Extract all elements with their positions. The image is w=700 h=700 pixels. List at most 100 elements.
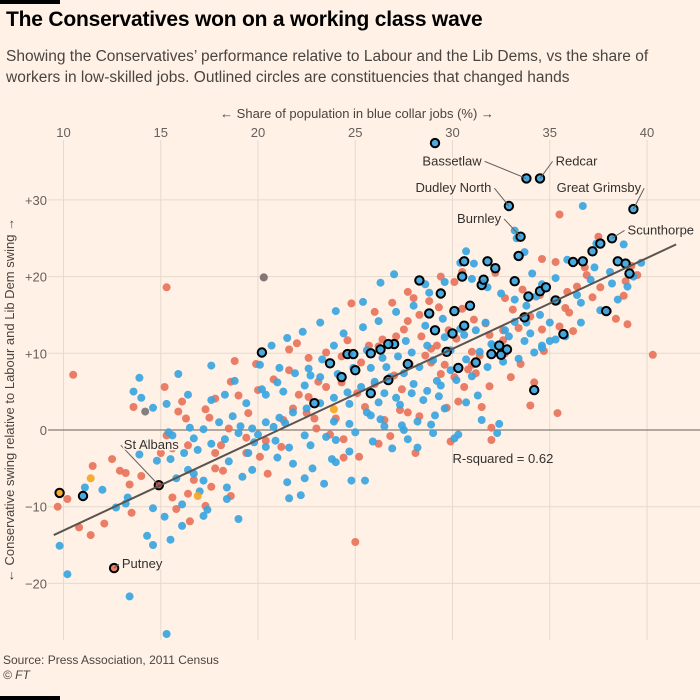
point-lab <box>234 429 243 438</box>
point-con <box>538 325 546 334</box>
point-con <box>469 315 478 324</box>
point-lab <box>576 318 585 327</box>
point-lab <box>495 419 504 428</box>
annotation-leader <box>494 187 510 207</box>
point-con <box>127 508 136 517</box>
point-lab <box>491 215 500 224</box>
annotation-label: Great Grimsby <box>557 180 642 195</box>
point-con <box>174 407 183 416</box>
point-changed-hands <box>529 384 540 396</box>
point-lab <box>623 282 632 291</box>
point-con <box>403 317 412 326</box>
point-lab <box>501 326 509 335</box>
point-con <box>310 414 319 423</box>
point-lab <box>608 279 616 288</box>
point-changed-hands <box>350 365 361 376</box>
point-con <box>351 538 360 546</box>
point-lab <box>331 436 340 444</box>
point-lab <box>145 439 154 448</box>
point-con <box>211 449 220 457</box>
point-lab <box>184 390 192 399</box>
point-changed-hands <box>336 371 347 383</box>
x-tick-label: 35 <box>543 125 557 140</box>
point-lab <box>242 399 251 408</box>
point-lab <box>316 318 325 327</box>
point-con <box>436 370 445 378</box>
point-other <box>141 407 150 416</box>
point-con <box>189 475 198 484</box>
point-con <box>403 287 412 296</box>
point-con <box>211 464 220 473</box>
r-squared-label: R-squared = 0.62 <box>453 451 554 466</box>
point-lab <box>419 396 428 405</box>
point-con <box>530 378 539 387</box>
point-lab <box>440 278 449 286</box>
point-con <box>292 339 301 348</box>
point-lab <box>234 515 243 523</box>
point-con <box>573 282 581 291</box>
point-con <box>115 466 124 475</box>
point-lab <box>185 423 194 432</box>
point-changed-hands <box>567 256 579 268</box>
point-con <box>53 502 62 511</box>
annotation-label: Burnley <box>457 211 502 226</box>
point-con <box>450 278 459 286</box>
point-lab <box>329 341 338 350</box>
brand-bar-bottom <box>0 696 60 700</box>
point-con <box>460 383 469 391</box>
point-con <box>518 285 527 294</box>
point-lab <box>238 472 247 481</box>
point-lab <box>199 425 208 434</box>
point-lab <box>392 307 401 316</box>
point-changed-hands <box>449 305 460 317</box>
point-lab <box>432 376 441 385</box>
point-lab <box>407 389 416 398</box>
point-lab <box>160 512 169 521</box>
point-con <box>185 517 194 526</box>
point-con <box>648 350 657 359</box>
point-lab <box>504 332 513 341</box>
point-lab <box>149 504 157 513</box>
point-lab <box>271 436 280 445</box>
point-changed-hands <box>558 328 569 340</box>
annotation-label: St Albans <box>124 437 179 452</box>
point-con <box>623 320 632 329</box>
point-lab <box>254 430 262 439</box>
annotation-leader <box>120 444 160 486</box>
point-lab <box>413 443 422 452</box>
point-con <box>561 304 570 312</box>
point-changed-hands <box>429 137 441 149</box>
point-lab <box>359 323 367 332</box>
point-con <box>454 397 463 406</box>
y-axis-label: ← Conservative swing relative to Labour … <box>2 218 17 582</box>
point-lab <box>316 373 325 382</box>
y-tick-labels: −20 −10 0 +10 +20 +30 <box>25 193 47 592</box>
point-con <box>386 432 395 441</box>
point-lab <box>536 310 544 319</box>
point-lab <box>392 393 401 402</box>
point-lab <box>320 479 329 488</box>
y-tick-label: −20 <box>25 576 47 591</box>
annotation-leader <box>484 160 527 179</box>
y-tick-label: +20 <box>25 270 47 285</box>
point-changed-hands <box>523 291 534 302</box>
point-changed-hands <box>365 388 376 399</box>
point-con <box>207 482 216 491</box>
brand-bar-top <box>0 0 60 4</box>
point-lab <box>401 337 410 345</box>
point-changed-hands <box>447 328 458 339</box>
x-tick-label: 40 <box>640 125 654 140</box>
point-lab <box>230 376 239 385</box>
point-con <box>312 424 321 433</box>
point-con <box>205 413 214 422</box>
annotation-leader <box>632 188 645 210</box>
point-other <box>329 405 338 414</box>
point-changed-hands <box>601 305 612 317</box>
point-lab <box>285 494 294 503</box>
point-lab <box>236 422 245 431</box>
point-lab <box>374 398 383 407</box>
point-lab <box>149 541 157 549</box>
annotation-leader <box>113 563 120 569</box>
point-lab <box>189 434 198 443</box>
point-con <box>100 519 109 528</box>
